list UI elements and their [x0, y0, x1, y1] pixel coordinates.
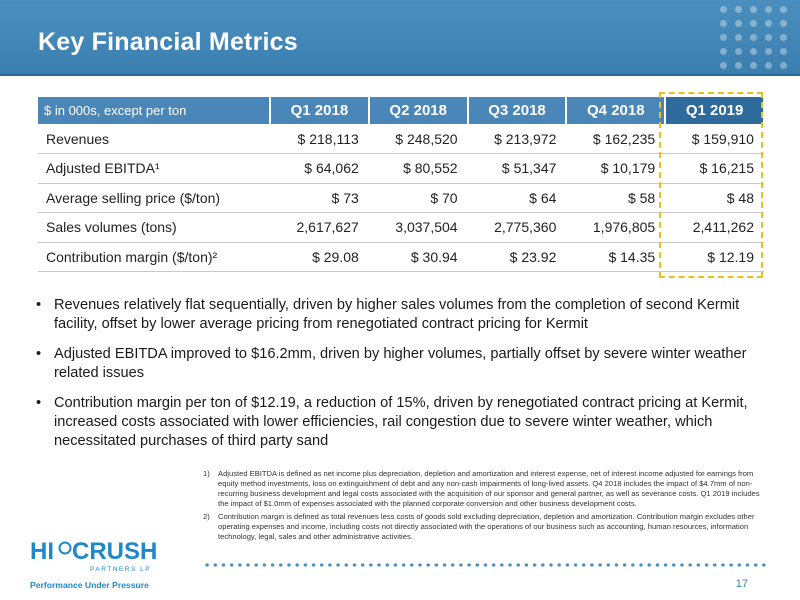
table-cell: $ 58 [566, 183, 666, 213]
table-cell: $ 29.08 [270, 242, 369, 272]
table-cell: $ 23.92 [467, 242, 567, 272]
table-cell: $ 80,552 [368, 153, 468, 184]
financial-metrics-table: $ in 000s, except per ton Q1 2018 Q2 201… [38, 97, 765, 272]
bullet-dot-icon: • [36, 346, 42, 362]
title-bar: Key Financial Metrics [0, 0, 800, 76]
footnote-text: Adjusted EBITDA is defined as net income… [218, 469, 760, 508]
footnote-text: Contribution margin is defined as total … [218, 512, 755, 541]
highlight-box [659, 92, 763, 278]
table-cell: 1,976,805 [566, 212, 666, 243]
bullet-item: • Revenues relatively flat sequentially, … [36, 296, 776, 334]
column-header: Q3 2018 [467, 97, 568, 124]
row-label: Sales volumes (tons) [38, 212, 270, 243]
table-cell: $ 73 [270, 183, 369, 213]
table-cell: $ 162,235 [566, 124, 666, 154]
logo-partners: PARTNERS LP [90, 566, 152, 573]
row-label: Adjusted EBITDA¹ [38, 153, 270, 184]
bullet-item: • Contribution margin per ton of $12.19, … [36, 394, 776, 451]
footnotes: 1) Adjusted EBITDA is defined as net inco… [203, 469, 771, 545]
company-logo: HI CRUSH PARTNERS LP Performance Under P… [30, 532, 170, 596]
table-row: Contribution margin ($/ton)² $ 29.08 $ 3… [38, 242, 764, 272]
table-cell: 3,037,504 [368, 212, 468, 243]
footnote-number: 1) [203, 469, 210, 478]
table-cell: 2,411,262 [665, 212, 764, 243]
table-cell: $ 70 [368, 183, 468, 213]
table-cell: 2,617,627 [270, 212, 369, 243]
page-number: 17 [735, 578, 748, 590]
table-cell: $ 12.19 [665, 242, 764, 272]
table-cell: $ 14.35 [566, 242, 666, 272]
table-cell: $ 248,520 [368, 124, 468, 154]
page-title: Key Financial Metrics [38, 28, 298, 56]
bullet-text: Revenues relatively flat sequentially, d… [54, 297, 740, 332]
column-header: Q4 2018 [566, 97, 667, 124]
table-header-row: $ in 000s, except per ton Q1 2018 Q2 201… [38, 97, 765, 124]
table-cell: $ 30.94 [368, 242, 468, 272]
logo-hi: HI [30, 538, 54, 565]
column-header: Q1 2018 [270, 97, 370, 124]
footnote-number: 2) [203, 512, 210, 521]
table-cell: $ 64,062 [270, 153, 369, 184]
table-row: Average selling price ($/ton) $ 73 $ 70 … [38, 183, 764, 213]
column-header: Q2 2018 [368, 97, 469, 124]
table-row: Adjusted EBITDA¹ $ 64,062 $ 80,552 $ 51,… [38, 153, 764, 184]
unit-label: $ in 000s, except per ton [38, 97, 271, 124]
decorative-dot-pattern [720, 6, 790, 72]
logo-circle-icon [58, 541, 72, 555]
row-label: Contribution margin ($/ton)² [38, 242, 270, 272]
bullet-dot-icon: • [36, 297, 42, 313]
table-row: Sales volumes (tons) 2,617,627 3,037,504… [38, 212, 764, 243]
table-cell: $ 213,972 [467, 124, 567, 154]
bullet-dot-icon: • [36, 395, 42, 411]
row-label: Revenues [38, 124, 270, 154]
table-cell: $ 16,215 [665, 153, 764, 184]
table-cell: $ 218,113 [270, 124, 369, 154]
table-cell: $ 51,347 [467, 153, 567, 184]
footnote: 2) Contribution margin is defined as tota… [203, 512, 771, 542]
logo-crush: CRUSH [72, 538, 158, 565]
bullet-text: Contribution margin per ton of $12.19, a… [54, 395, 748, 449]
table-cell: $ 10,179 [566, 153, 666, 184]
column-header-highlighted: Q1 2019 [665, 97, 765, 124]
table-cell: $ 159,910 [665, 124, 764, 154]
bullet-list: • Revenues relatively flat sequentially, … [36, 296, 776, 462]
table-cell: 2,775,360 [467, 212, 567, 243]
table-cell: $ 64 [467, 183, 567, 213]
table-cell: $ 48 [665, 183, 764, 213]
footer-dot-line [203, 562, 768, 568]
footnote: 1) Adjusted EBITDA is defined as net inco… [203, 469, 771, 509]
table-row: Revenues $ 218,113 $ 248,520 $ 213,972 $… [38, 124, 764, 154]
row-label: Average selling price ($/ton) [38, 183, 270, 213]
logo-tagline: Performance Under Pressure [30, 580, 149, 590]
bullet-item: • Adjusted EBITDA improved to $16.2mm, dr… [36, 345, 776, 383]
bullet-text: Adjusted EBITDA improved to $16.2mm, dri… [54, 346, 747, 381]
